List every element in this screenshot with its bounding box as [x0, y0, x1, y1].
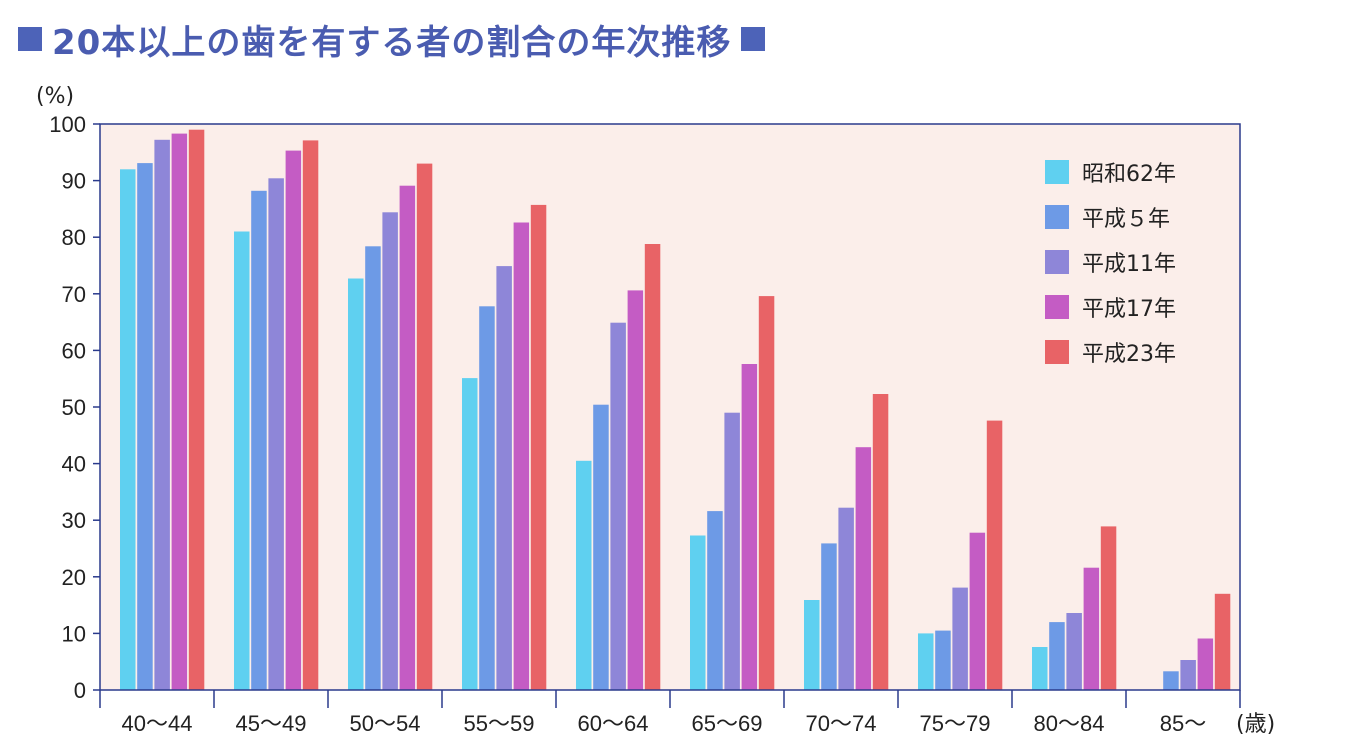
bar-8-3 — [952, 587, 968, 690]
y-tick-label: 60 — [62, 338, 86, 363]
bar-5-1 — [576, 460, 592, 690]
x-tick-label: 65〜69 — [692, 711, 763, 736]
bar-10-4 — [1197, 638, 1214, 690]
legend-label-4: 平成17年 — [1082, 297, 1176, 322]
bar-3-4 — [399, 185, 416, 690]
bars-group — [120, 129, 1231, 691]
bar-9-2 — [1049, 622, 1065, 690]
title-square-right-icon — [741, 27, 766, 51]
y-tick-label: 70 — [62, 282, 86, 307]
bar-4-1 — [462, 378, 478, 690]
bar-1-5 — [188, 129, 205, 690]
title-square-left-icon — [18, 27, 42, 51]
y-tick-label: 100 — [49, 112, 86, 137]
bar-9-5 — [1100, 526, 1117, 690]
bar-5-5 — [644, 244, 661, 690]
legend-label-1: 昭和62年 — [1082, 162, 1176, 187]
bar-2-4 — [285, 150, 302, 691]
bar-7-5 — [872, 394, 889, 690]
bar-1-2 — [137, 163, 153, 691]
legend-label-2: 平成５年 — [1082, 207, 1170, 232]
x-tick-label: 60〜64 — [578, 711, 649, 736]
legend-label-3: 平成11年 — [1082, 252, 1176, 277]
legend-swatch-4 — [1045, 295, 1069, 319]
bar-2-1 — [234, 231, 250, 690]
x-axis-unit-label: (歳) — [1236, 712, 1275, 737]
axes-group: 0 10 20 30 40 50 60 70 80 90 100 (%) 40〜44 45〜49 50〜54… — [36, 84, 1275, 737]
bar-1-3 — [154, 139, 170, 691]
bar-8-1 — [918, 633, 934, 690]
x-tick-label: 45〜49 — [236, 711, 307, 736]
bar-9-1 — [1032, 647, 1048, 690]
legend-swatch-5 — [1045, 340, 1069, 364]
bar-6-4 — [741, 364, 758, 690]
bar-3-2 — [365, 246, 381, 691]
bar-7-1 — [804, 600, 820, 690]
x-tick-label: 85〜 — [1160, 711, 1206, 736]
bar-9-3 — [1066, 613, 1082, 690]
x-tick-label: 80〜84 — [1034, 711, 1105, 736]
bar-6-2 — [707, 511, 723, 690]
bar-8-5 — [986, 420, 1003, 690]
legend-swatch-2 — [1045, 205, 1069, 229]
y-tick-label: 50 — [62, 395, 86, 420]
bar-3-5 — [416, 163, 433, 691]
x-tick-label: 70〜74 — [806, 711, 877, 736]
bar-5-4 — [627, 290, 644, 690]
x-tick-label: 55〜59 — [464, 711, 535, 736]
x-tick-label: 75〜79 — [920, 711, 991, 736]
x-tick-label: 50〜54 — [350, 711, 421, 736]
y-axis-unit-label: (%) — [36, 84, 74, 109]
bar-10-2 — [1163, 671, 1179, 690]
legend-swatch-3 — [1045, 250, 1069, 274]
y-tick-label: 10 — [62, 621, 86, 646]
y-tick-label: 20 — [62, 565, 86, 590]
bar-1-4 — [171, 133, 188, 691]
bar-4-2 — [479, 306, 495, 690]
bar-7-2 — [821, 543, 837, 690]
bar-2-5 — [302, 140, 319, 690]
title-bar: 20本以上の歯を有する者の割合の年次推移 — [18, 14, 766, 64]
bar-3-1 — [348, 278, 364, 690]
bar-8-4 — [969, 532, 986, 690]
bar-8-2 — [935, 630, 951, 690]
y-tick-label: 40 — [62, 452, 86, 477]
bar-7-4 — [855, 447, 872, 690]
bar-10-5 — [1214, 593, 1231, 690]
bar-6-3 — [724, 412, 740, 690]
bar-5-3 — [610, 322, 626, 690]
bar-5-2 — [593, 404, 609, 690]
legend-swatch-1 — [1045, 160, 1069, 184]
y-tick-label: 90 — [62, 169, 86, 194]
legend-label-5: 平成23年 — [1082, 342, 1176, 367]
bar-4-4 — [513, 222, 530, 690]
x-tick-label: 40〜44 — [122, 711, 193, 736]
bar-6-1 — [690, 535, 706, 690]
chart-title: 20本以上の歯を有する者の割合の年次推移 — [52, 22, 732, 63]
bar-10-3 — [1180, 660, 1196, 690]
bar-9-4 — [1083, 567, 1100, 690]
bar-2-2 — [251, 190, 267, 691]
bar-6-5 — [758, 296, 775, 690]
y-tick-label: 0 — [74, 678, 86, 703]
y-tick-label: 80 — [62, 225, 86, 250]
y-tick-label: 30 — [62, 508, 86, 533]
bar-2-3 — [268, 178, 284, 691]
bar-4-5 — [530, 204, 547, 690]
bar-3-3 — [382, 212, 398, 691]
bar-7-3 — [838, 507, 854, 690]
bar-4-3 — [496, 266, 512, 690]
bar-1-1 — [120, 169, 136, 691]
